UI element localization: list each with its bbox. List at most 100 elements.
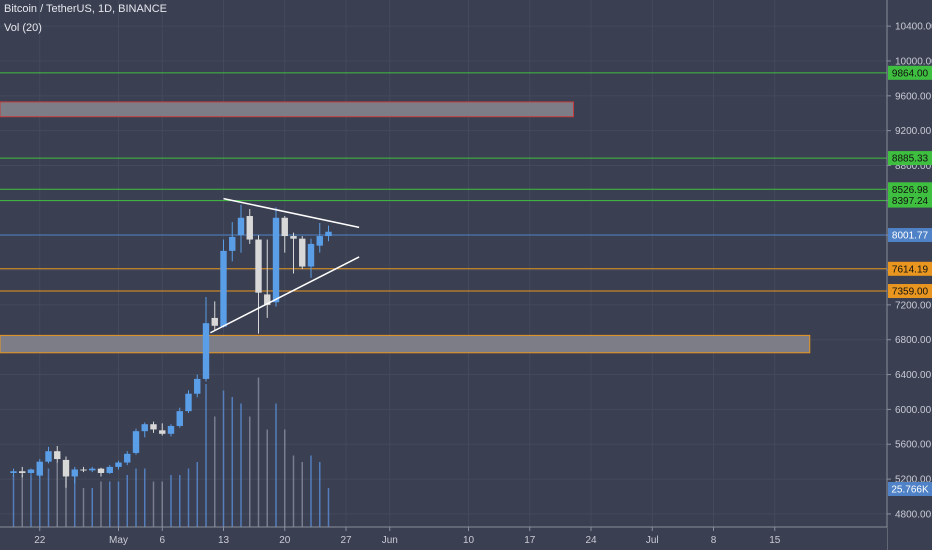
volume-bar bbox=[135, 468, 137, 527]
time-tick-label: Jun bbox=[382, 535, 398, 546]
symbol-title[interactable]: Bitcoin / TetherUS, 1D, BINANCE bbox=[4, 3, 168, 15]
candle-body bbox=[167, 425, 175, 434]
price-zone bbox=[0, 101, 574, 118]
candle-body bbox=[194, 378, 201, 394]
volume-bar bbox=[56, 462, 58, 527]
volume-bar bbox=[47, 468, 50, 527]
level-price-label-bg bbox=[888, 261, 932, 276]
trendlines[interactable] bbox=[210, 197, 360, 334]
candle-body bbox=[176, 411, 183, 426]
price-tick-label: 7200.00 bbox=[895, 300, 932, 311]
price-tick-label: 9200.00 bbox=[895, 126, 932, 137]
volume-bar bbox=[187, 468, 190, 527]
volume-bar bbox=[275, 403, 277, 527]
candle-body bbox=[229, 236, 236, 251]
candle-body bbox=[272, 217, 280, 303]
candle-body bbox=[281, 217, 288, 237]
price-tick-label: 5200.00 bbox=[895, 475, 932, 486]
level-price-label-bg bbox=[888, 182, 932, 197]
horizontal-levels bbox=[0, 72, 887, 292]
time-axis[interactable]: 22 May 6 13 20 27 Jun 10 17 24 Jul 8 15 bbox=[0, 526, 887, 550]
volume-value-label-bg bbox=[888, 482, 932, 496]
candle-body bbox=[316, 236, 323, 246]
price-tick-label: 9600.00 bbox=[895, 91, 932, 102]
price-tick-label: 10000.00 bbox=[895, 56, 932, 67]
price-tick-label: 6800.00 bbox=[895, 335, 932, 346]
candle-body bbox=[185, 393, 192, 412]
volume-bar bbox=[39, 468, 41, 527]
time-tick-label: 24 bbox=[585, 535, 597, 546]
volume-bar bbox=[249, 416, 251, 527]
volume-bar bbox=[144, 468, 146, 527]
volume-bar bbox=[65, 468, 67, 527]
candle-body bbox=[255, 239, 262, 293]
level-price-label-bg bbox=[888, 284, 932, 299]
time-tick-label: 15 bbox=[769, 535, 781, 546]
volume-bar bbox=[257, 377, 260, 527]
time-tick-label: 6 bbox=[159, 535, 165, 546]
candle-body bbox=[220, 250, 227, 327]
candle-body bbox=[36, 461, 43, 476]
candle-body bbox=[27, 469, 35, 473]
candle-body bbox=[19, 471, 26, 473]
price-zone bbox=[0, 334, 811, 354]
volume-bar bbox=[170, 475, 172, 527]
trendline bbox=[223, 197, 360, 229]
level-price-label-bg bbox=[888, 65, 932, 80]
candle-body bbox=[246, 216, 253, 240]
volume-bar bbox=[222, 390, 225, 527]
price-tick-label: 8800.00 bbox=[895, 161, 932, 172]
volume-bars bbox=[12, 377, 330, 527]
volume-bar bbox=[30, 475, 32, 527]
candle-body bbox=[132, 431, 140, 453]
candle-body bbox=[237, 217, 245, 236]
volume-bar bbox=[109, 481, 111, 527]
volume-bar bbox=[91, 488, 93, 527]
time-axis-bg bbox=[0, 527, 887, 550]
volume-bar bbox=[327, 488, 330, 527]
candle-body bbox=[62, 459, 70, 477]
candle-body bbox=[299, 238, 306, 267]
candle-body bbox=[307, 243, 315, 267]
candle-body bbox=[150, 424, 157, 430]
volume-bar bbox=[179, 475, 181, 527]
candle-body bbox=[71, 469, 78, 477]
time-tick-label: May bbox=[109, 535, 128, 546]
volume-bar bbox=[82, 488, 85, 527]
volume-bar bbox=[310, 455, 312, 527]
volume-indicator-label[interactable]: Vol (20) bbox=[4, 22, 42, 34]
volume-bar bbox=[205, 384, 207, 527]
price-zones bbox=[0, 101, 811, 354]
volume-bar bbox=[152, 481, 155, 527]
level-price-label: 9864.00 bbox=[892, 68, 929, 79]
candle-body bbox=[106, 466, 113, 473]
volume-bar bbox=[21, 475, 23, 527]
volume-bar bbox=[74, 475, 76, 527]
candle-body bbox=[264, 294, 271, 305]
time-tick-label: 22 bbox=[34, 535, 46, 546]
candle-body bbox=[97, 468, 105, 473]
level-price-label: 7614.19 bbox=[892, 264, 929, 275]
price-tick-label: 6000.00 bbox=[895, 405, 932, 416]
volume-bar bbox=[117, 481, 120, 527]
candlesticks bbox=[10, 204, 332, 488]
volume-bar bbox=[126, 475, 128, 527]
volume-bar bbox=[301, 462, 303, 527]
volume-bar bbox=[292, 455, 295, 527]
price-tick-label: 4800.00 bbox=[895, 509, 932, 520]
volume-bar bbox=[196, 462, 198, 527]
level-price-label-bg bbox=[888, 228, 932, 243]
level-price-label: 8001.77 bbox=[892, 231, 929, 242]
candle-body bbox=[141, 424, 148, 432]
candle-body bbox=[202, 323, 210, 379]
level-price-label: 8526.98 bbox=[892, 185, 929, 196]
volume-bar bbox=[319, 462, 321, 527]
candle-body bbox=[54, 451, 61, 460]
volume-bar bbox=[231, 397, 233, 527]
volume-bar bbox=[214, 416, 216, 527]
trendline bbox=[210, 256, 360, 334]
volume-bar bbox=[12, 475, 15, 527]
candle-body bbox=[325, 231, 332, 237]
